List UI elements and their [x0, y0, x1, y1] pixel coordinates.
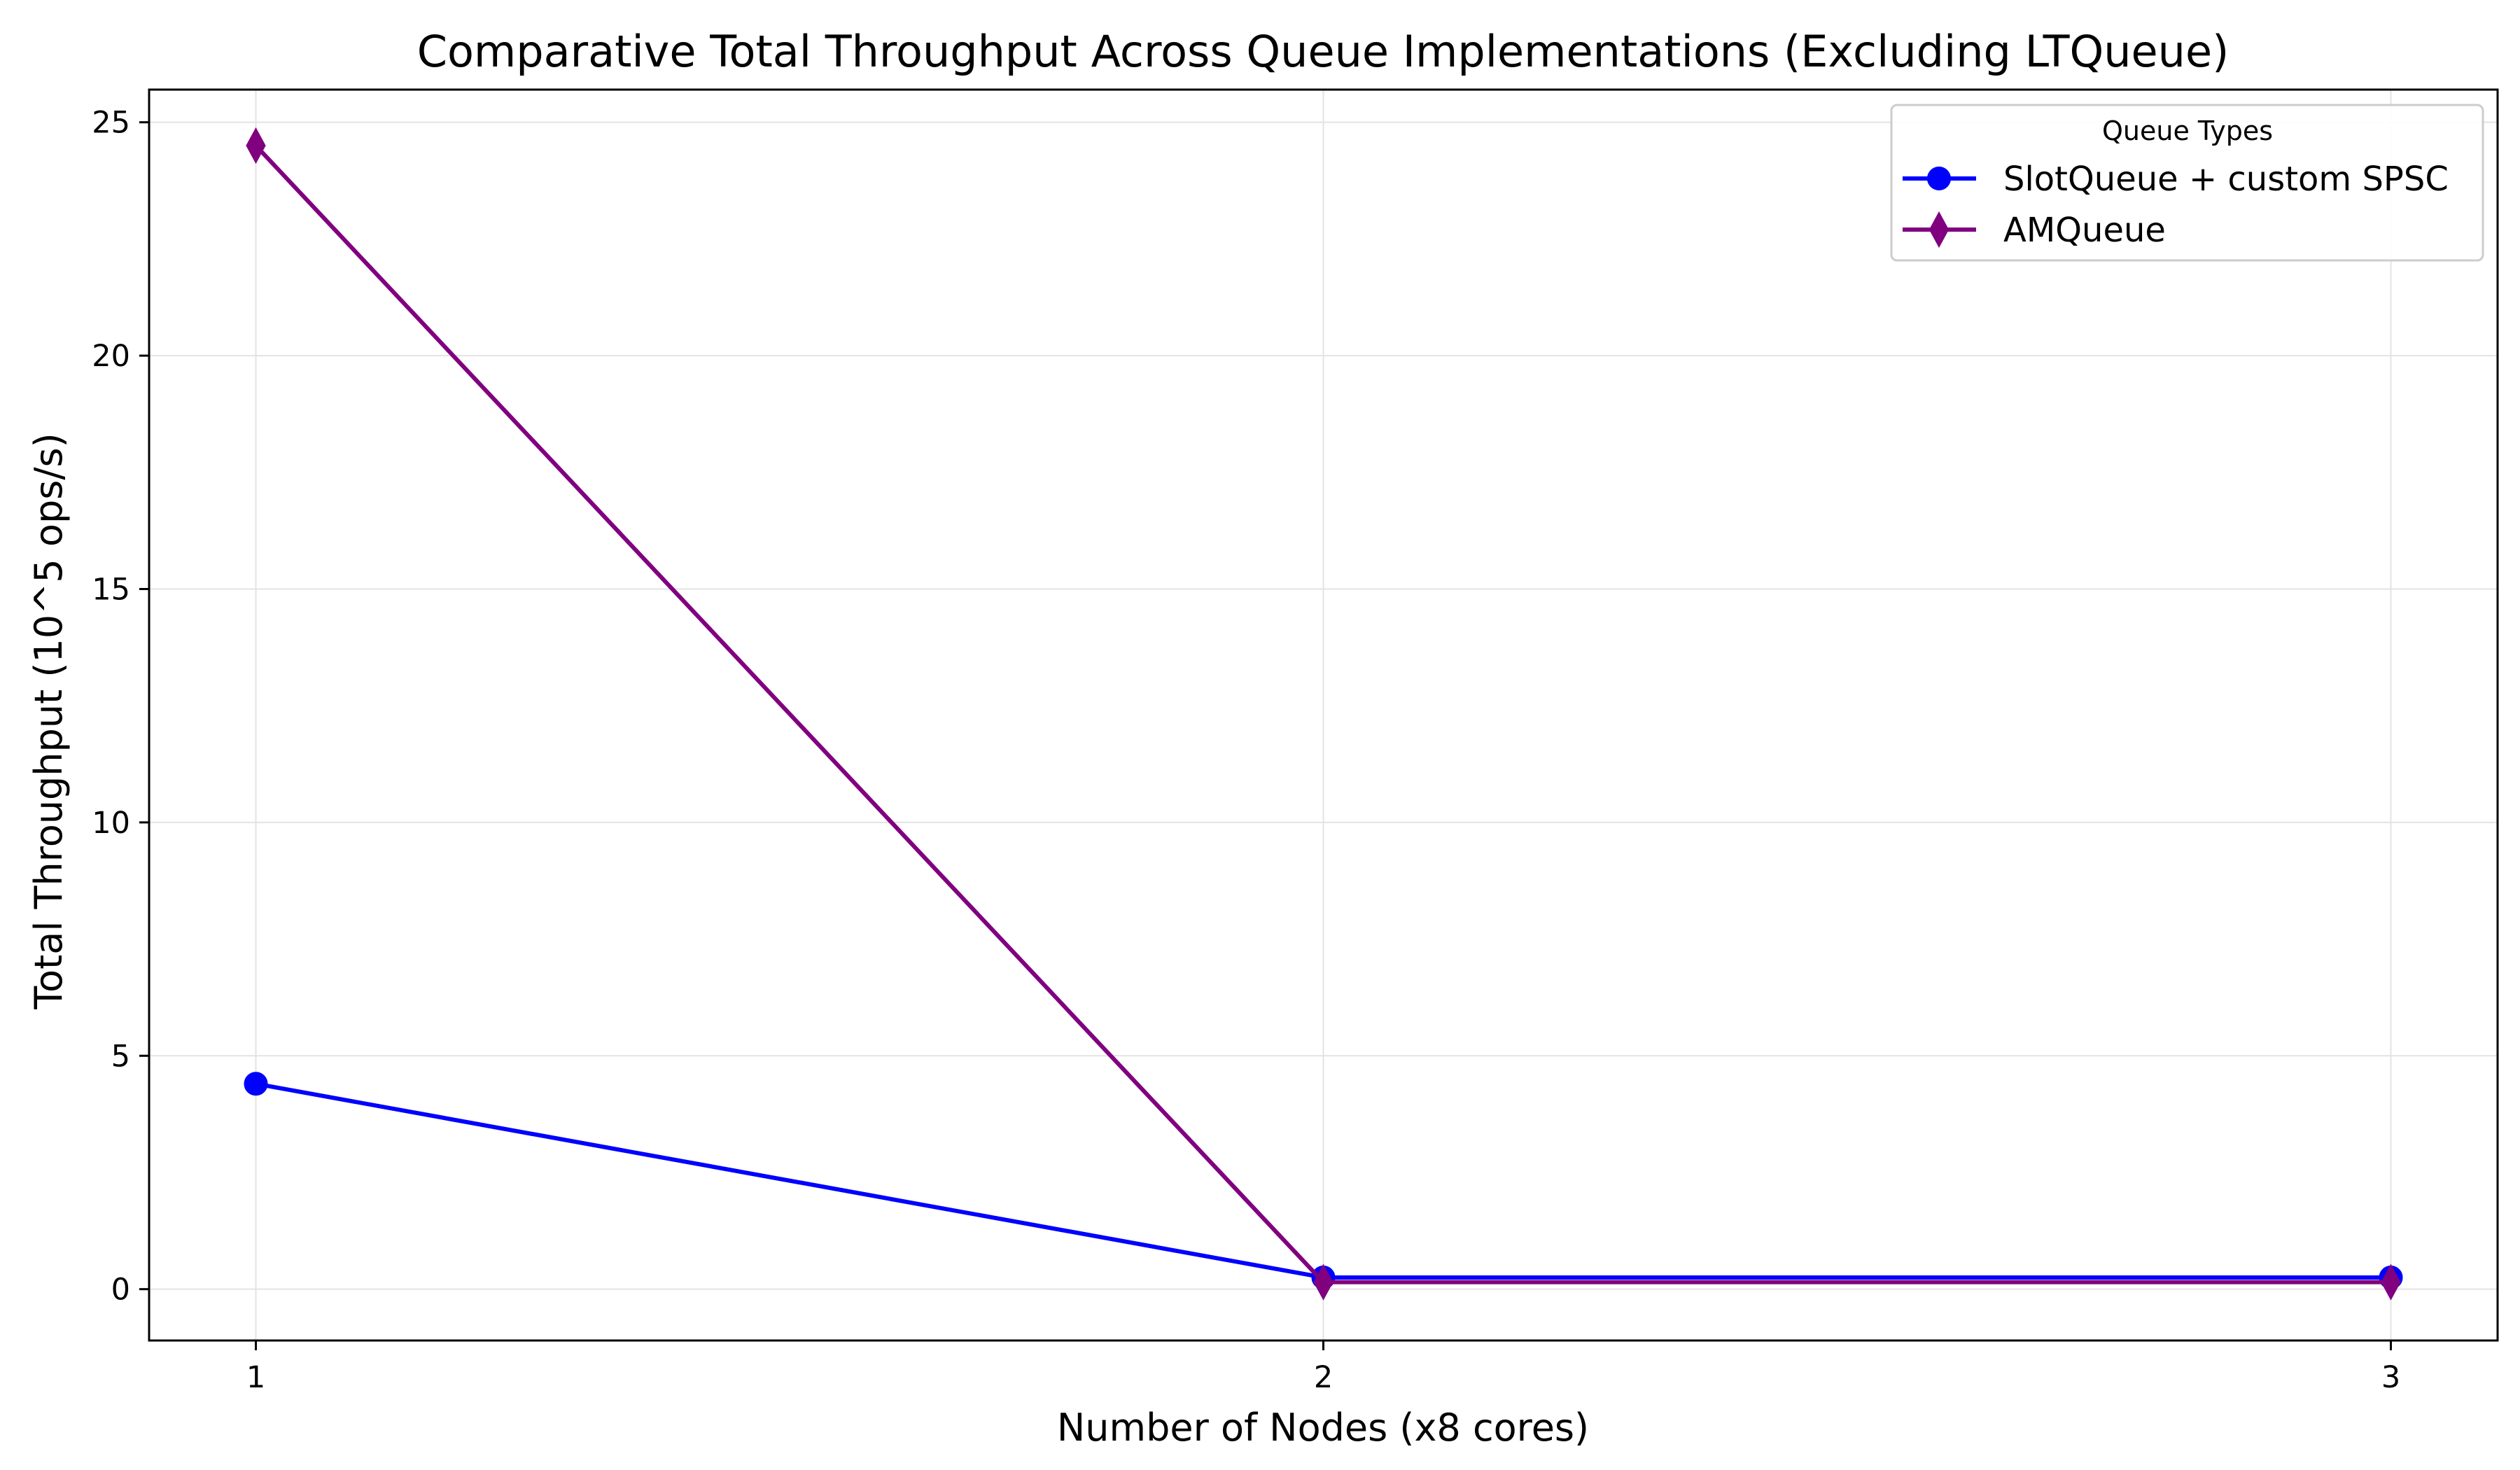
data-point — [246, 127, 266, 164]
y-tick-label: 25 — [92, 106, 130, 141]
x-axis-ticks: 1 2 3 — [246, 1340, 2400, 1395]
x-tick-label: 3 — [2381, 1360, 2400, 1395]
data-point — [2381, 1264, 2401, 1301]
y-tick-label: 0 — [111, 1273, 130, 1308]
legend-label: AMQueue — [2003, 211, 2166, 250]
chart-title: Comparative Total Throughput Across Queu… — [417, 26, 2230, 77]
x-tick-label: 2 — [1314, 1360, 1333, 1395]
legend-marker — [1927, 167, 1951, 190]
legend: Queue Types SlotQueue + custom SPSC AMQue… — [1890, 104, 2484, 262]
legend-marker — [1928, 211, 1949, 248]
legend-entry: SlotQueue + custom SPSC — [1903, 160, 2449, 199]
y-tick-label: 20 — [92, 339, 130, 374]
x-axis-label: Number of Nodes (x8 cores) — [1057, 1406, 1589, 1450]
y-tick-label: 15 — [92, 572, 130, 607]
legend-box — [1890, 104, 2484, 262]
y-tick-label: 10 — [92, 806, 130, 841]
series-1 — [246, 127, 2401, 1301]
y-axis-ticks: 0 5 10 15 20 25 — [92, 106, 149, 1308]
x-tick-label: 1 — [246, 1360, 265, 1395]
grid-lines — [149, 90, 2498, 1340]
y-axis-label: Total Throughput (10^5 ops/s) — [27, 433, 71, 1010]
y-tick-label: 5 — [111, 1039, 130, 1074]
data-point — [244, 1072, 268, 1096]
legend-entry: AMQueue — [1903, 211, 2166, 250]
legend-entries: SlotQueue + custom SPSC AMQueue — [1903, 160, 2449, 250]
series-layer — [244, 127, 2403, 1301]
legend-title: Queue Types — [2102, 115, 2273, 146]
legend-label: SlotQueue + custom SPSC — [2003, 160, 2449, 199]
data-point — [1313, 1264, 1334, 1301]
